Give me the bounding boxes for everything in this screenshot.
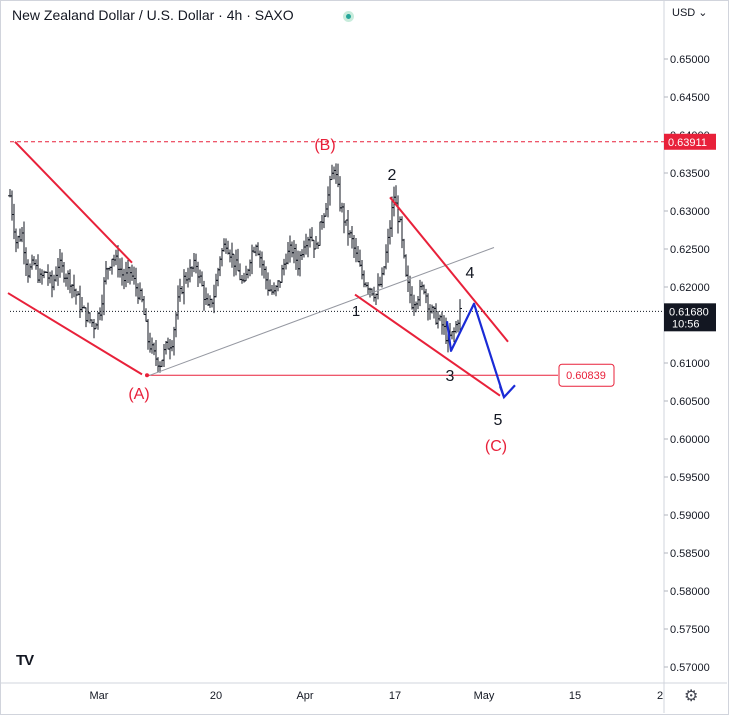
y-tick-label: 0.61000: [670, 358, 710, 370]
x-tick-label: 2: [657, 690, 663, 702]
y-tick-label: 0.60500: [670, 396, 710, 408]
wave-label-3: 3: [446, 368, 455, 385]
currency-label: USD: [672, 7, 696, 19]
candles-group: [8, 163, 462, 373]
projection-arrow-head: [498, 384, 516, 400]
y-tick-label: 0.57000: [670, 662, 710, 674]
wave-label-1: 1: [352, 303, 360, 320]
market-status-icon: [343, 11, 354, 22]
y-tick-label: 0.62000: [670, 282, 710, 294]
x-tick-label: Mar: [90, 690, 109, 702]
y-tick-label: 0.63500: [670, 168, 710, 180]
right-lower-channel-line[interactable]: [354, 293, 501, 397]
wave-label-5: 5: [494, 412, 503, 429]
x-tick-label: May: [474, 690, 495, 702]
tradingview-logo[interactable]: TV: [16, 652, 34, 669]
support-price-label: 0.60839: [566, 370, 606, 382]
support-price-tag[interactable]: [558, 363, 615, 387]
y-tick-label: 0.65000: [670, 54, 710, 66]
chart-title: New Zealand Dollar / U.S. Dollar · 4h · …: [12, 7, 294, 23]
last-price-label: 0.61680: [669, 306, 709, 318]
wave-label-a: (A): [128, 386, 149, 403]
wave-projection-path[interactable]: [445, 302, 506, 398]
left-lower-channel-line[interactable]: [7, 292, 143, 376]
x-tick-label: 15: [569, 690, 581, 702]
wave-label-b: (B): [314, 137, 335, 154]
y-tick-label: 0.58000: [670, 586, 710, 598]
gear-icon[interactable]: ⚙: [684, 688, 699, 705]
y-tick-label: 0.57500: [670, 624, 710, 636]
y-tick-label: 0.64500: [670, 92, 710, 104]
wave-label-2: 2: [388, 167, 397, 184]
gray-trendline[interactable]: [149, 247, 495, 376]
y-tick-label: 0.58500: [670, 548, 710, 560]
wave-label-c: (C): [485, 438, 507, 455]
x-tick-label: Apr: [296, 690, 313, 702]
y-tick-label: 0.59500: [670, 472, 710, 484]
resistance-price-label: 0.63911: [668, 137, 707, 149]
countdown-label: 10:56: [672, 318, 700, 330]
wave-a-point: [145, 373, 149, 378]
y-tick-label: 0.62500: [670, 244, 710, 256]
y-tick-label: 0.63000: [670, 206, 710, 218]
wave-label-4: 4: [466, 265, 475, 282]
resistance-price-tag: [664, 133, 716, 150]
left-upper-channel-line[interactable]: [14, 141, 133, 264]
y-tick-label: 0.60000: [670, 434, 710, 446]
currency-selector[interactable]: USD ⌄: [672, 6, 708, 19]
right-upper-channel-line[interactable]: [389, 196, 509, 343]
x-tick-label: 17: [389, 690, 401, 702]
chevron-down-icon: ⌄: [698, 7, 708, 19]
y-tick-label: 0.59000: [670, 510, 710, 522]
x-tick-label: 20: [210, 690, 222, 702]
last-price-tag: [664, 303, 716, 332]
tv-logo-text: TV: [16, 652, 34, 669]
